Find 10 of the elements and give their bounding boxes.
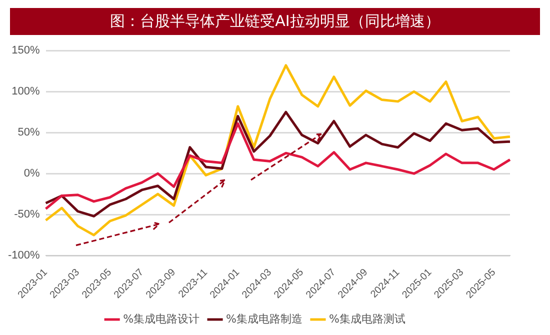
y-tick-label: 150% [12,44,40,57]
legend-label: %集成电路制造 [226,312,302,326]
y-tick-label: 50% [18,126,40,139]
y-tick-label: 0% [24,168,40,180]
y-tick-label: -50% [14,208,40,221]
chart-title: 图：台股半导体产业链受AI拉动明显（同比增速） [10,8,540,35]
legend-label: %集成电路设计 [123,312,200,326]
y-tick-label: -100% [8,250,40,262]
legend-label: %集成电路测试 [328,312,406,326]
y-tick-label: 100% [12,86,40,98]
